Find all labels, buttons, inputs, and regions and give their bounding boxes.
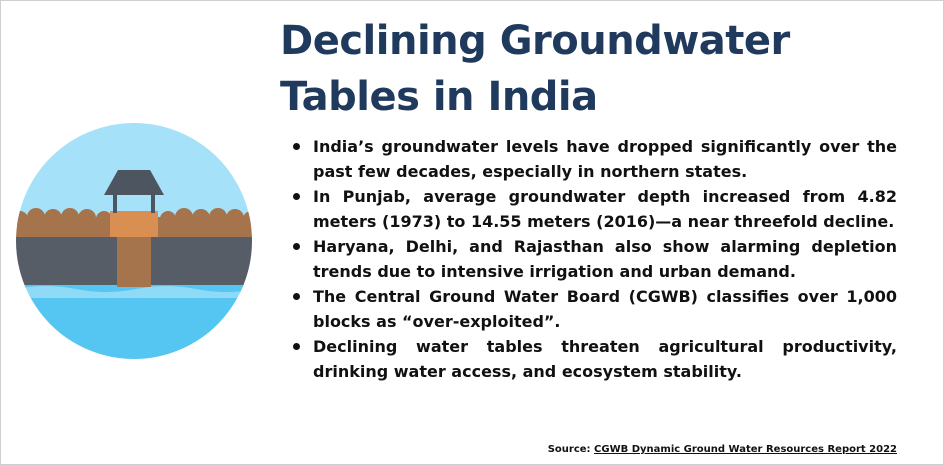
source-link[interactable]: CGWB Dynamic Ground Water Resources Repo… (594, 444, 897, 455)
source-label: Source: (547, 444, 591, 455)
bullet-text: Haryana, Delhi, and Rajasthan also show … (313, 237, 897, 281)
bullet-dot (293, 343, 300, 350)
bullet-dot (293, 143, 300, 150)
bullet-dot (293, 293, 300, 300)
water-wave (16, 286, 252, 298)
bullet-text: The Central Ground Water Board (CGWB) cl… (313, 287, 897, 331)
well-top (110, 211, 158, 237)
soil-bumps (16, 208, 252, 227)
well-roof (104, 170, 164, 195)
bullet-item: The Central Ground Water Board (CGWB) cl… (291, 284, 897, 334)
well-post-left (113, 195, 117, 213)
bullet-dot (293, 243, 300, 250)
bullet-list: India’s groundwater levels have dropped … (291, 134, 897, 384)
bullet-text: In Punjab, average groundwater depth inc… (313, 187, 897, 231)
bullet-text: India’s groundwater levels have dropped … (313, 137, 897, 181)
bullet-item: India’s groundwater levels have dropped … (291, 134, 897, 184)
bullet-item: Declining water tables threaten agricult… (291, 334, 897, 384)
bullet-dot (293, 193, 300, 200)
page-title: Declining Groundwater Tables in India (280, 18, 790, 120)
well-shaft (117, 235, 151, 287)
well-groundwater-icon (16, 123, 252, 359)
bullet-item: Haryana, Delhi, and Rajasthan also show … (291, 234, 897, 284)
source-citation: Source: CGWB Dynamic Ground Water Resour… (548, 444, 897, 456)
bullet-item: In Punjab, average groundwater depth inc… (291, 184, 897, 234)
bullet-text: Declining water tables threaten agricult… (313, 337, 897, 381)
well-post-right (151, 195, 155, 213)
